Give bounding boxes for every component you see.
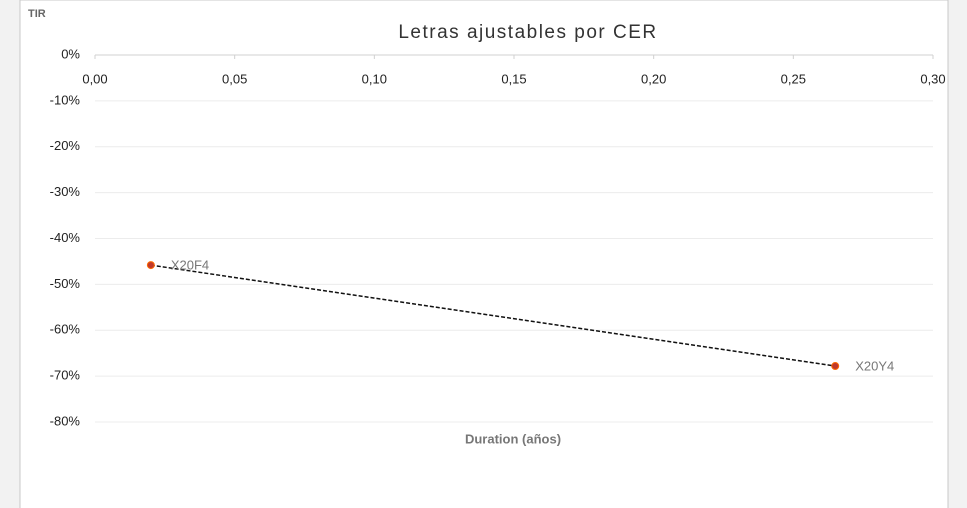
chart-title: Letras ajustables por CER xyxy=(398,22,657,43)
data-point xyxy=(831,362,840,371)
chart-frame xyxy=(19,0,949,508)
x-tick-label: 0,05 xyxy=(222,71,247,86)
y-tick-label: -50% xyxy=(50,276,81,291)
point-label: X20F4 xyxy=(171,258,209,273)
x-axis-label: Duration (años) xyxy=(465,431,561,446)
y-tick-label: -40% xyxy=(50,230,81,245)
x-tick-label: 0,10 xyxy=(362,71,387,86)
y-tick-label: -20% xyxy=(50,138,81,153)
y-tick-label: 0% xyxy=(61,46,80,61)
x-tick-label: 0,25 xyxy=(781,71,806,86)
y-tick-label: -80% xyxy=(50,413,81,428)
y-tick-label: -60% xyxy=(50,322,81,337)
x-tick-label: 0,00 xyxy=(82,71,107,86)
data-point xyxy=(146,261,155,270)
point-label: X20Y4 xyxy=(855,358,894,373)
x-tick-label: 0,30 xyxy=(920,71,945,86)
trendline xyxy=(150,264,836,367)
y-tick-label: -70% xyxy=(50,368,81,383)
x-tick-label: 0,20 xyxy=(641,71,666,86)
y-tick-label: -10% xyxy=(50,92,81,107)
y-tick-label: -30% xyxy=(50,184,81,199)
y-axis-label: TIR xyxy=(28,8,46,20)
x-tick-label: 0,15 xyxy=(501,71,526,86)
